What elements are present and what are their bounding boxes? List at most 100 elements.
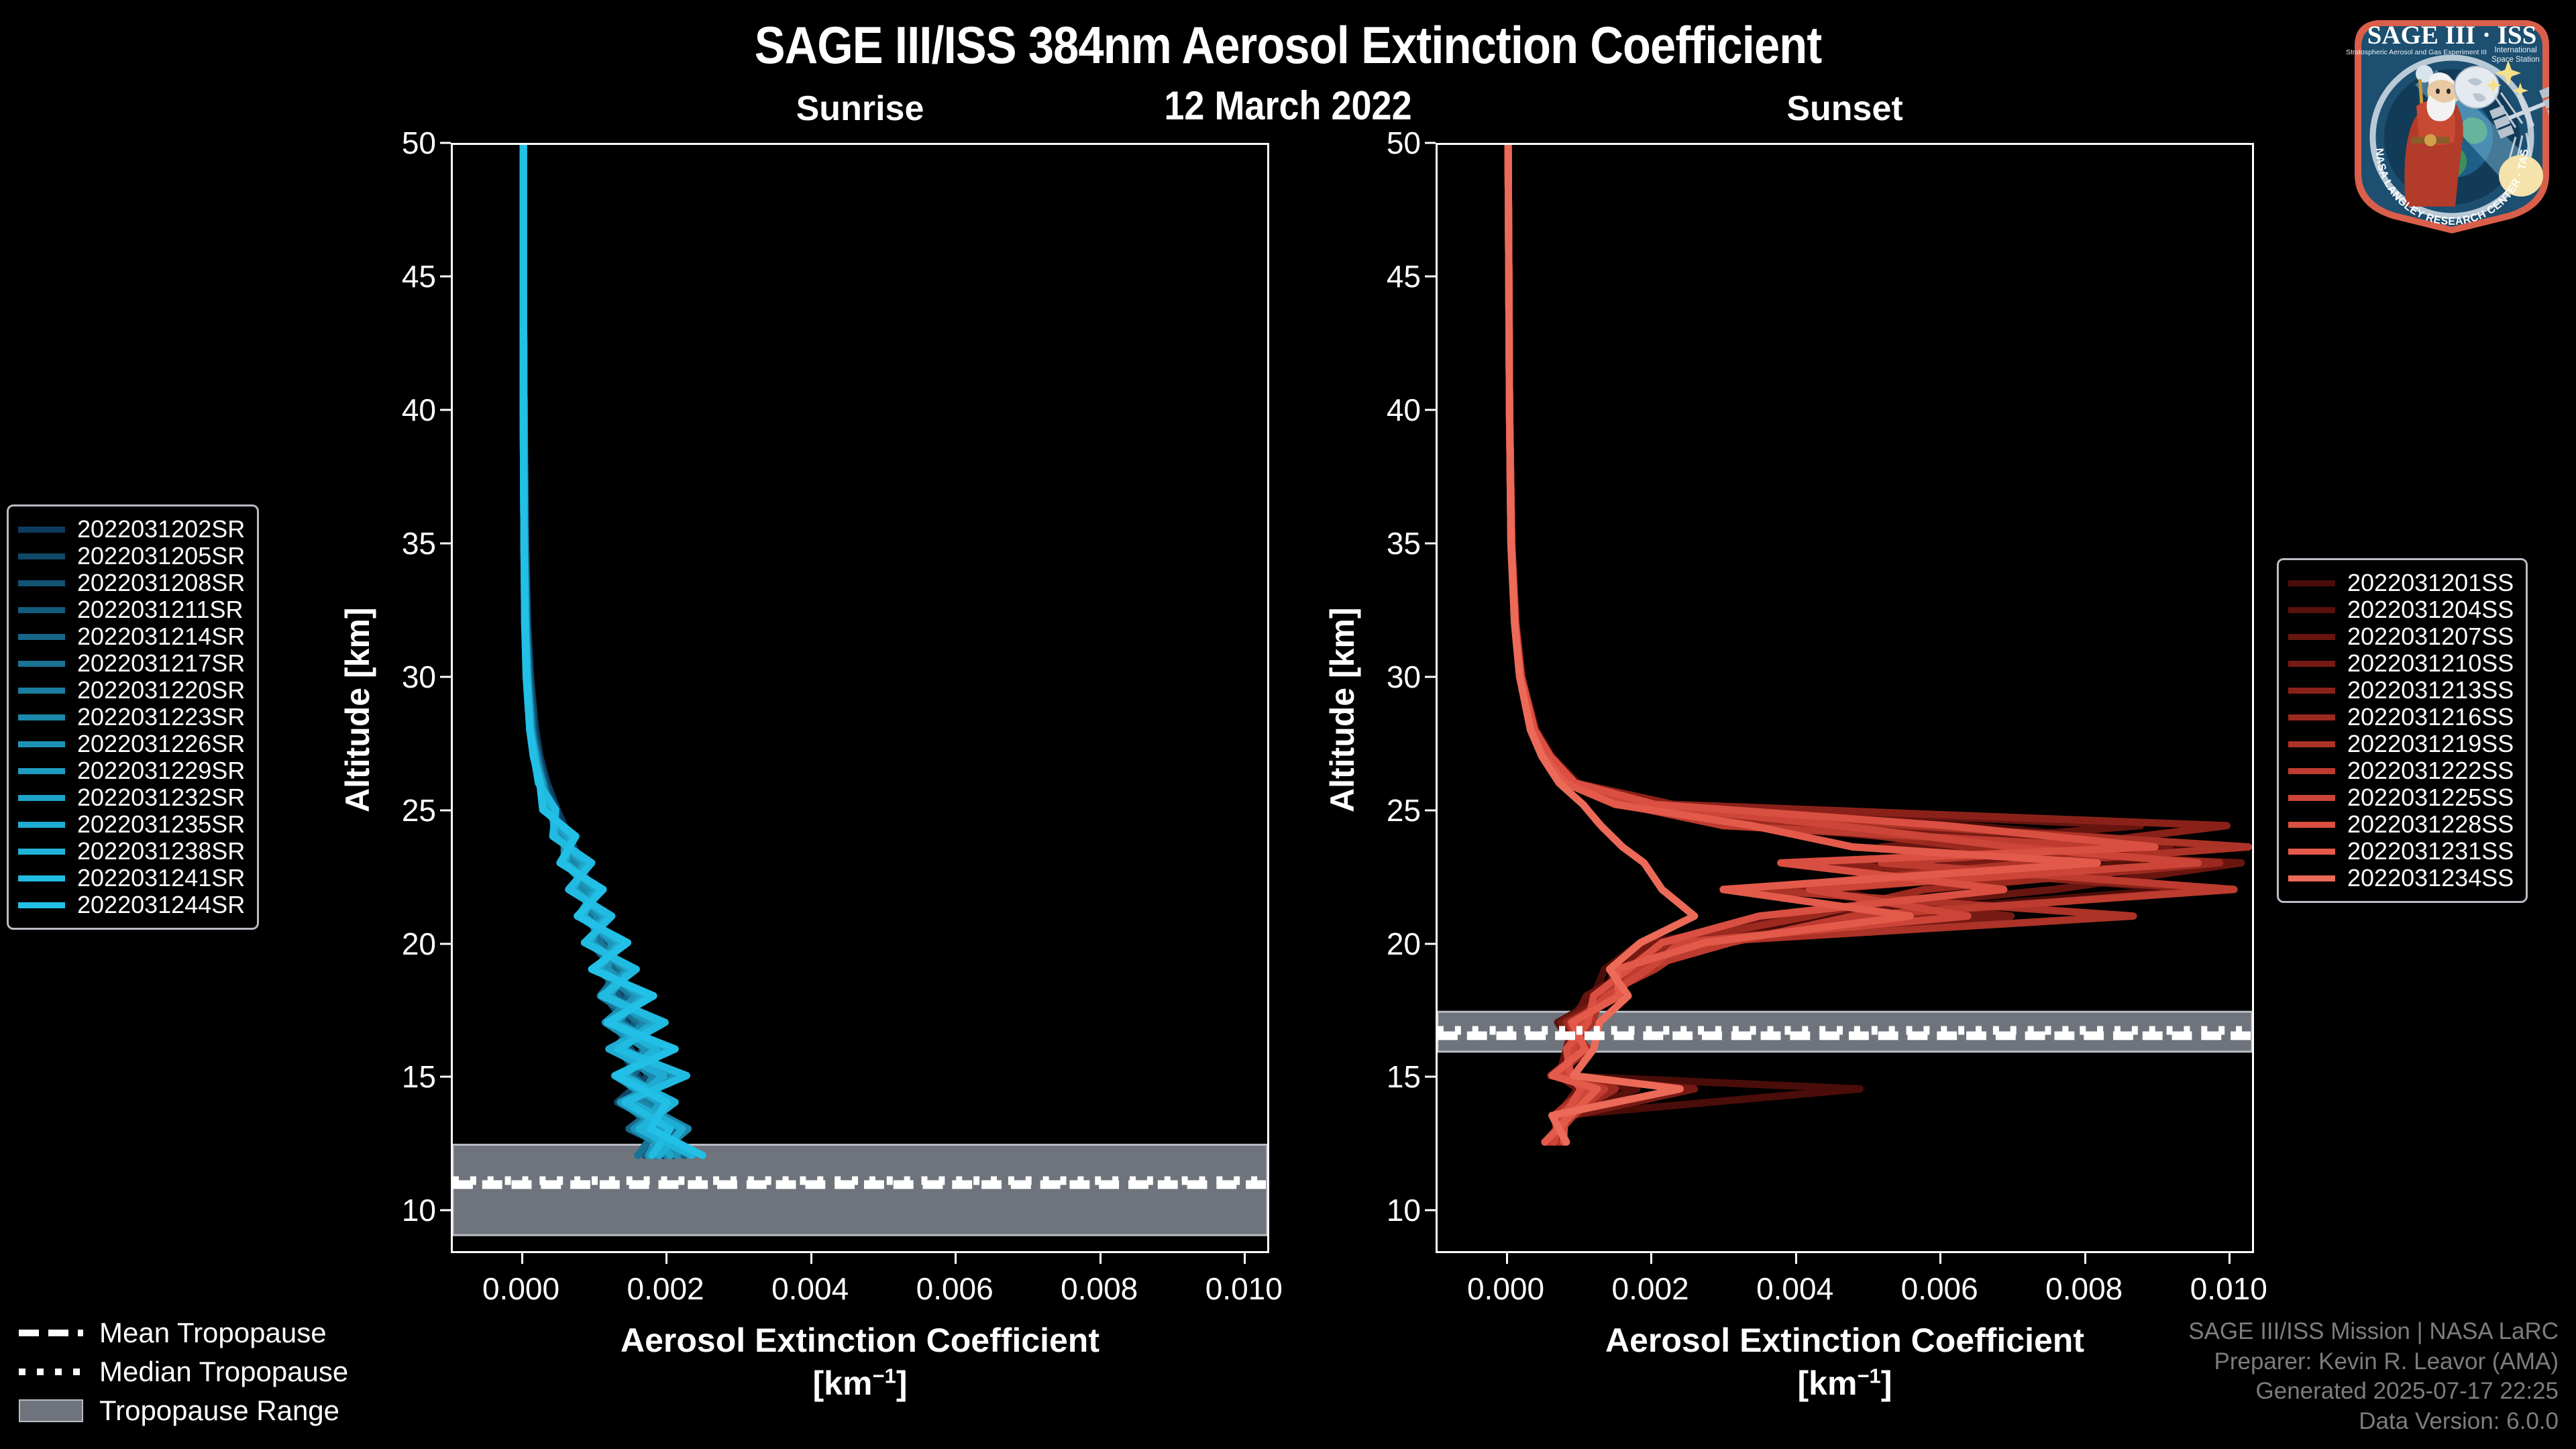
x-axis-tick-label: 0.008 xyxy=(1061,1271,1138,1306)
y-axis-tick-label: 35 xyxy=(401,525,436,561)
legend-item-2022031202sr[interactable]: 2022031202SR xyxy=(18,515,246,543)
credits-preparer: Preparer: Kevin R. Leavor (AMA) xyxy=(2214,1348,2559,1375)
legend-series-label: 2022031238SR xyxy=(77,837,246,865)
y-axis-tick-mark xyxy=(440,542,451,545)
tropopause-legend: Mean Tropopause Median Tropopause Tropop… xyxy=(19,1313,348,1430)
legend-color-swatch xyxy=(18,580,65,586)
legend-series-label: 2022031228SS xyxy=(2347,810,2514,838)
legend-color-swatch xyxy=(18,526,65,533)
y-axis-tick-mark xyxy=(440,676,451,678)
legend-color-swatch xyxy=(2288,687,2335,694)
y-axis-tick-label: 25 xyxy=(401,792,436,828)
y-axis-tick-mark xyxy=(440,409,451,411)
legend-item-2022031225ss[interactable]: 2022031225SS xyxy=(2288,784,2514,811)
legend-item-2022031232sr[interactable]: 2022031232SR xyxy=(18,784,245,811)
legend-item-2022031235sr[interactable]: 2022031235SR xyxy=(18,810,246,838)
legend-series-label: 2022031223SR xyxy=(77,703,246,731)
x-axis-tick-label: 0.008 xyxy=(2045,1271,2123,1306)
legend-series-label: 2022031210SS xyxy=(2347,649,2514,677)
legend-item-2022031208sr[interactable]: 2022031208SR xyxy=(18,569,246,596)
profile-line xyxy=(1504,145,1699,1146)
y-axis-tick-mark xyxy=(440,275,451,278)
legend-series-label: 2022031222SS xyxy=(2347,757,2514,784)
y-axis-tick-label: 40 xyxy=(1386,392,1421,427)
legend-series-label: 2022031217SR xyxy=(77,649,246,677)
legend-item-2022031223sr[interactable]: 2022031223SR xyxy=(18,703,246,731)
profile-line xyxy=(519,145,678,1159)
observation-date: 12 March 2022 xyxy=(1164,83,1412,128)
legend-item-2022031241sr[interactable]: 2022031241SR xyxy=(18,864,246,892)
legend-item-2022031226sr[interactable]: 2022031226SR xyxy=(18,730,246,757)
legend-item-2022031234ss[interactable]: 2022031234SS xyxy=(2288,864,2514,892)
sunset-series-legend[interactable]: 2022031201SS 2022031204SS 2022031207SS 2022… xyxy=(2277,558,2528,903)
legend-series-label: 2022031235SR xyxy=(77,810,246,838)
legend-item-2022031244sr[interactable]: 2022031244SR xyxy=(18,891,245,918)
legend-series-label: 2022031204SS xyxy=(2347,596,2514,623)
legend-series-label: 2022031234SS xyxy=(2347,864,2514,892)
legend-item-2022031220sr[interactable]: 2022031220SR xyxy=(18,676,245,704)
legend-item-2022031217sr[interactable]: 2022031217SR xyxy=(18,649,246,677)
x-axis-tick-mark xyxy=(2229,1253,2231,1264)
legend-series-label: 2022031208SR xyxy=(77,569,246,596)
x-axis-tick-label: 0.004 xyxy=(1756,1271,1834,1306)
x-axis-title-text: Aerosol Extinction Coefficient xyxy=(621,1322,1099,1359)
legend-series-label: 2022031211SR xyxy=(77,596,244,623)
y-axis-tick-mark xyxy=(1425,1075,1436,1078)
x-axis-tick-mark xyxy=(1939,1253,1942,1264)
legend-color-swatch xyxy=(2288,794,2335,801)
y-axis-tick-label: 15 xyxy=(1386,1059,1421,1095)
legend-item-mean-tropopause: Mean Tropopause xyxy=(19,1313,348,1352)
legend-series-label: 2022031205SR xyxy=(77,542,246,570)
y-axis-tick-label: 30 xyxy=(401,659,436,694)
y-axis-tick-mark xyxy=(1425,409,1436,411)
x-axis-tick-mark xyxy=(1244,1253,1246,1264)
legend-color-swatch xyxy=(18,821,65,828)
legend-item-2022031222ss[interactable]: 2022031222SS xyxy=(2288,757,2514,784)
legend-series-label: 2022031219SS xyxy=(2347,730,2514,757)
legend-item-2022031228ss[interactable]: 2022031228SS xyxy=(2288,810,2514,838)
legend-item-2022031211sr[interactable]: 2022031211SR xyxy=(18,596,245,623)
legend-item-2022031216ss[interactable]: 2022031216SS xyxy=(2288,703,2514,731)
x-axis-tick-mark xyxy=(1794,1253,1797,1264)
sunrise-series-legend[interactable]: 2022031202SR 2022031205SR 2022031208SR 2022… xyxy=(7,504,260,930)
legend-item-2022031231ss[interactable]: 2022031231SS xyxy=(2288,837,2514,865)
logo-subtitle-right-2: Space Station xyxy=(2491,56,2540,64)
x-axis-title-text: Aerosol Extinction Coefficient xyxy=(1605,1322,2084,1359)
legend-item-2022031201ss[interactable]: 2022031201SS xyxy=(2288,569,2514,596)
x-axis-tick-label: 0.000 xyxy=(482,1271,560,1306)
x-axis-unit-exponent: −1 xyxy=(872,1364,896,1388)
legend-item-2022031204ss[interactable]: 2022031204SS xyxy=(2288,596,2514,623)
y-axis-tick-mark xyxy=(440,1075,451,1078)
y-axis-tick-mark xyxy=(440,809,451,812)
legend-color-swatch xyxy=(18,606,65,613)
legend-series-label: 2022031241SR xyxy=(77,864,246,892)
legend-item-2022031207ss[interactable]: 2022031207SS xyxy=(2288,623,2514,650)
y-axis-tick-label: 20 xyxy=(401,926,436,961)
legend-item-2022031238sr[interactable]: 2022031238SR xyxy=(18,837,246,865)
profile-line xyxy=(519,145,674,1159)
legend-item-2022031210ss[interactable]: 2022031210SS xyxy=(2288,649,2514,677)
profile-line xyxy=(519,145,706,1159)
y-axis-tick-mark xyxy=(1425,1209,1436,1212)
x-axis-unit: [km−1] xyxy=(1797,1364,1892,1402)
legend-item-2022031229sr[interactable]: 2022031229SR xyxy=(18,757,245,784)
sunrise-panel-heading: Sunrise xyxy=(796,89,924,128)
legend-item-2022031205sr[interactable]: 2022031205SR xyxy=(18,542,246,570)
legend-series-label: 2022031202SR xyxy=(77,515,246,543)
y-axis-tick-label: 10 xyxy=(401,1193,436,1228)
legend-item-2022031214sr[interactable]: 2022031214SR xyxy=(18,623,245,650)
legend-item-2022031219ss[interactable]: 2022031219SS xyxy=(2288,730,2514,757)
sage-iii-iss-mission-logo: SAGE III · ISS Stratospheric Aerosol and… xyxy=(2336,5,2568,237)
legend-color-swatch xyxy=(2288,580,2335,586)
y-axis-tick-label: 20 xyxy=(1386,926,1421,961)
credits-data-version: Data Version: 6.0.0 xyxy=(2359,1408,2559,1435)
legend-color-swatch xyxy=(18,767,65,774)
legend-item-2022031213ss[interactable]: 2022031213SS xyxy=(2288,676,2514,704)
legend-series-label: 2022031207SS xyxy=(2347,623,2514,650)
legend-series-label: 2022031201SS xyxy=(2347,569,2514,596)
legend-color-swatch xyxy=(18,902,65,908)
y-axis-tick-mark xyxy=(1425,809,1436,812)
legend-series-label: 2022031226SR xyxy=(77,730,246,757)
sunrise-plot-panel xyxy=(451,143,1269,1253)
legend-label-mean: Mean Tropopause xyxy=(99,1317,327,1348)
